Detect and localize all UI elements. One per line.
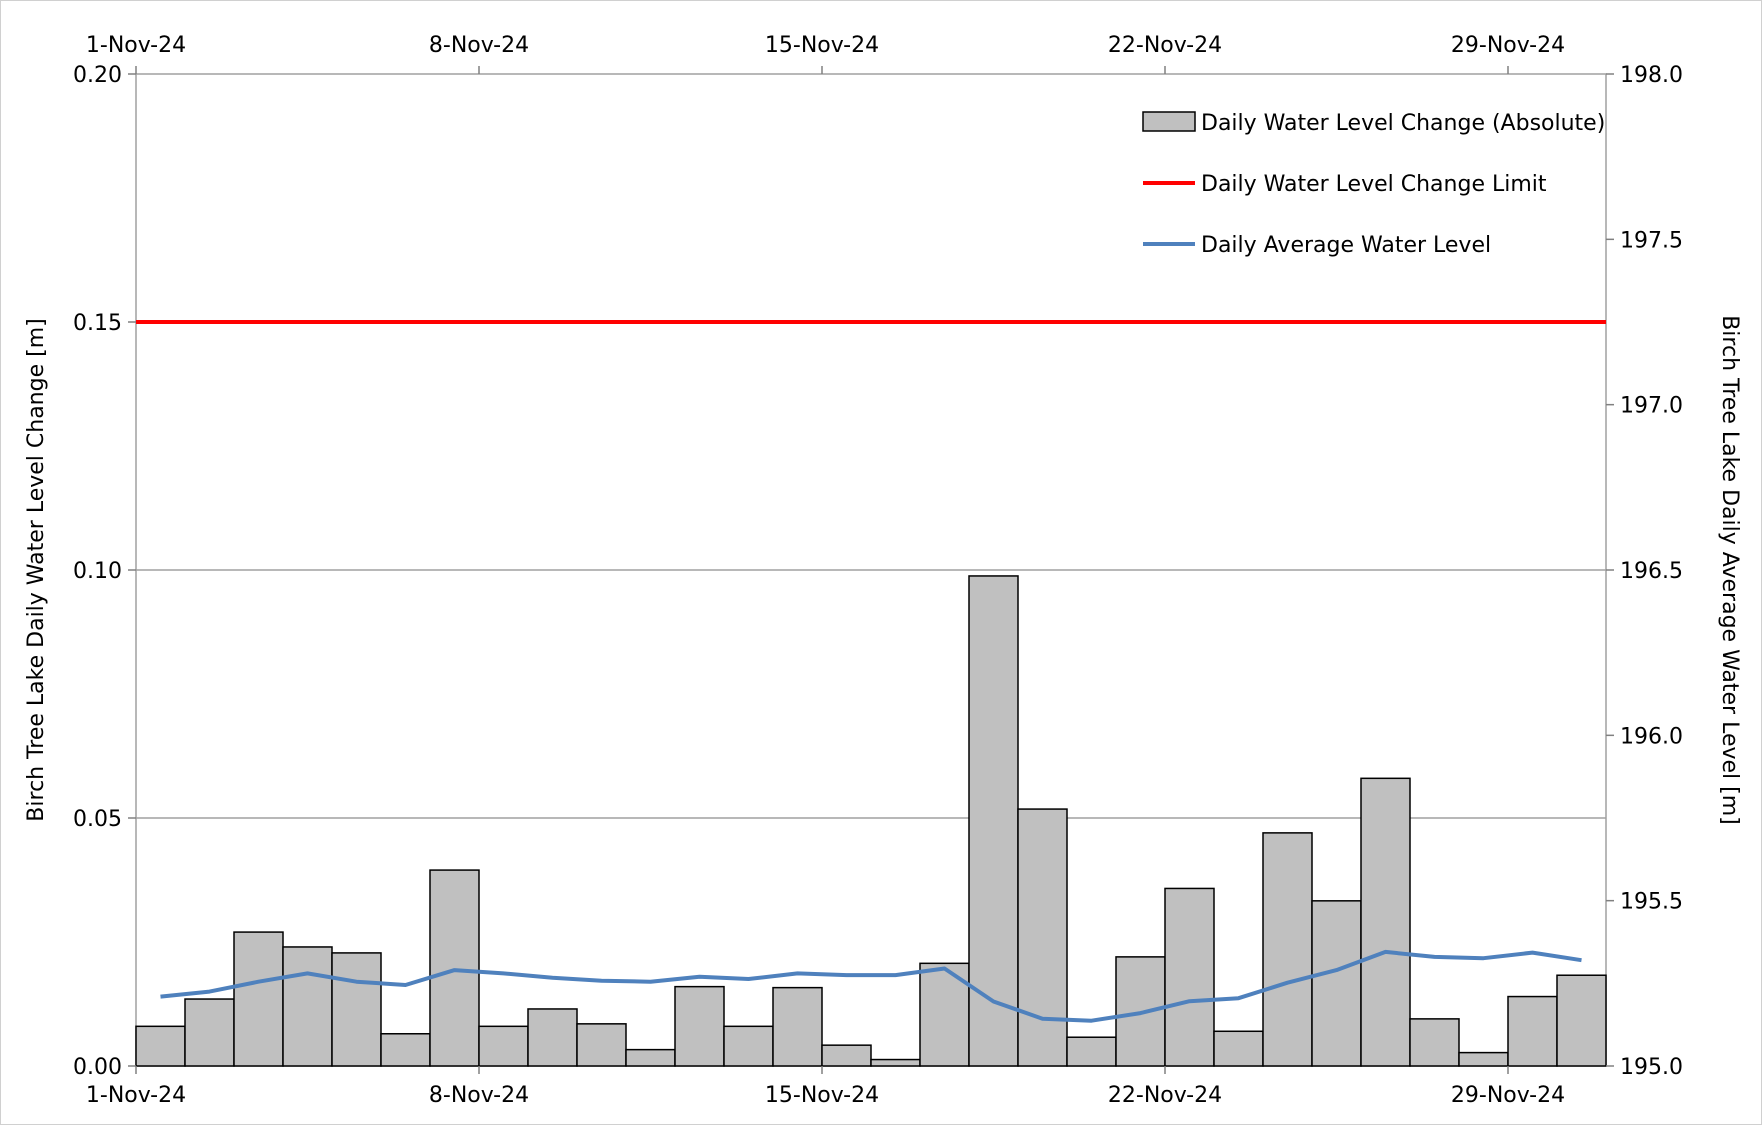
bar-daily-change bbox=[233, 931, 284, 1067]
x-axis-tick-label-bottom: 29-Nov-24 bbox=[1451, 1083, 1565, 1108]
bar-daily-change bbox=[821, 1044, 872, 1067]
bar-daily-change bbox=[625, 1048, 676, 1067]
x-axis-tick-label-bottom: 8-Nov-24 bbox=[429, 1083, 529, 1108]
bar-daily-change bbox=[1213, 1030, 1264, 1067]
x-axis-tick-label-top: 8-Nov-24 bbox=[429, 33, 529, 58]
x-axis-tick-label-bottom: 1-Nov-24 bbox=[86, 1083, 186, 1108]
bar-daily-change bbox=[1262, 832, 1313, 1067]
right-axis-tick-label: 197.5 bbox=[1620, 228, 1683, 253]
bar-daily-change bbox=[527, 1008, 578, 1067]
legend-swatch-bar bbox=[1142, 111, 1196, 132]
bar-daily-change bbox=[576, 1023, 627, 1067]
x-axis-tick-label-bottom: 22-Nov-24 bbox=[1108, 1083, 1222, 1108]
legend-label-average: Daily Average Water Level bbox=[1201, 233, 1491, 258]
axes: 0.00 0.05 0.10 0.15 0.20 195.0 195.5 196.0 196.5… bbox=[24, 33, 1742, 1108]
bar-daily-change bbox=[1164, 887, 1215, 1067]
bar-daily-change bbox=[1458, 1051, 1509, 1067]
bar-daily-change bbox=[380, 1033, 431, 1067]
bar-daily-change bbox=[968, 575, 1019, 1067]
left-axis-tick-label: 0.15 bbox=[73, 311, 122, 336]
bar-daily-change bbox=[870, 1058, 921, 1067]
legend-label-limit: Daily Water Level Change Limit bbox=[1201, 172, 1547, 197]
bar-daily-change bbox=[674, 985, 725, 1067]
x-axis-tick-label-top: 22-Nov-24 bbox=[1108, 33, 1222, 58]
bar-daily-change bbox=[184, 998, 235, 1067]
bar-daily-change bbox=[1360, 777, 1411, 1067]
x-axis-tick-label-top: 15-Nov-24 bbox=[765, 33, 879, 58]
right-axis-tick-label: 198.0 bbox=[1620, 63, 1683, 88]
x-axis-tick-label-top: 1-Nov-24 bbox=[86, 33, 186, 58]
bar-daily-change bbox=[135, 1025, 186, 1067]
bar-daily-change bbox=[1556, 974, 1607, 1067]
right-axis-tick-label: 195.5 bbox=[1620, 890, 1683, 915]
bars-daily-change bbox=[135, 575, 1607, 1067]
right-axis-tick-label: 196.0 bbox=[1620, 724, 1683, 749]
bar-daily-change bbox=[282, 946, 333, 1067]
x-axis-tick-label-bottom: 15-Nov-24 bbox=[765, 1083, 879, 1108]
left-axis-tick-label: 0.10 bbox=[73, 559, 122, 584]
right-axis-tick-label: 197.0 bbox=[1620, 394, 1683, 419]
right-axis-tick-label: 195.0 bbox=[1620, 1055, 1683, 1080]
bar-daily-change bbox=[1507, 995, 1558, 1067]
bar-daily-change bbox=[1066, 1036, 1117, 1067]
average-water-level-line bbox=[160, 949, 1582, 1023]
right-axis-tick-label: 196.5 bbox=[1620, 559, 1683, 584]
bar-daily-change bbox=[331, 952, 382, 1067]
right-axis-title: Birch Tree Lake Daily Average Water Leve… bbox=[1717, 315, 1742, 825]
x-axis-tick-label-top: 29-Nov-24 bbox=[1451, 33, 1565, 58]
bar-daily-change bbox=[772, 986, 823, 1067]
legend-label-bar: Daily Water Level Change (Absolute) bbox=[1201, 111, 1605, 136]
left-axis-tick-label: 0.00 bbox=[73, 1055, 122, 1080]
legend: Daily Water Level Change (Absolute) Daily… bbox=[1142, 111, 1605, 258]
bar-daily-change bbox=[478, 1025, 529, 1067]
bar-daily-change bbox=[1409, 1018, 1460, 1067]
bar-daily-change bbox=[1311, 900, 1362, 1067]
left-axis-tick-label: 0.20 bbox=[73, 63, 122, 88]
left-axis-tick-label: 0.05 bbox=[73, 807, 122, 832]
left-axis-title: Birch Tree Lake Daily Water Level Change… bbox=[24, 318, 49, 821]
lines bbox=[136, 320, 1606, 1023]
bar-daily-change bbox=[723, 1025, 774, 1067]
bar-daily-change bbox=[429, 869, 480, 1067]
bar-daily-change bbox=[1017, 808, 1068, 1067]
